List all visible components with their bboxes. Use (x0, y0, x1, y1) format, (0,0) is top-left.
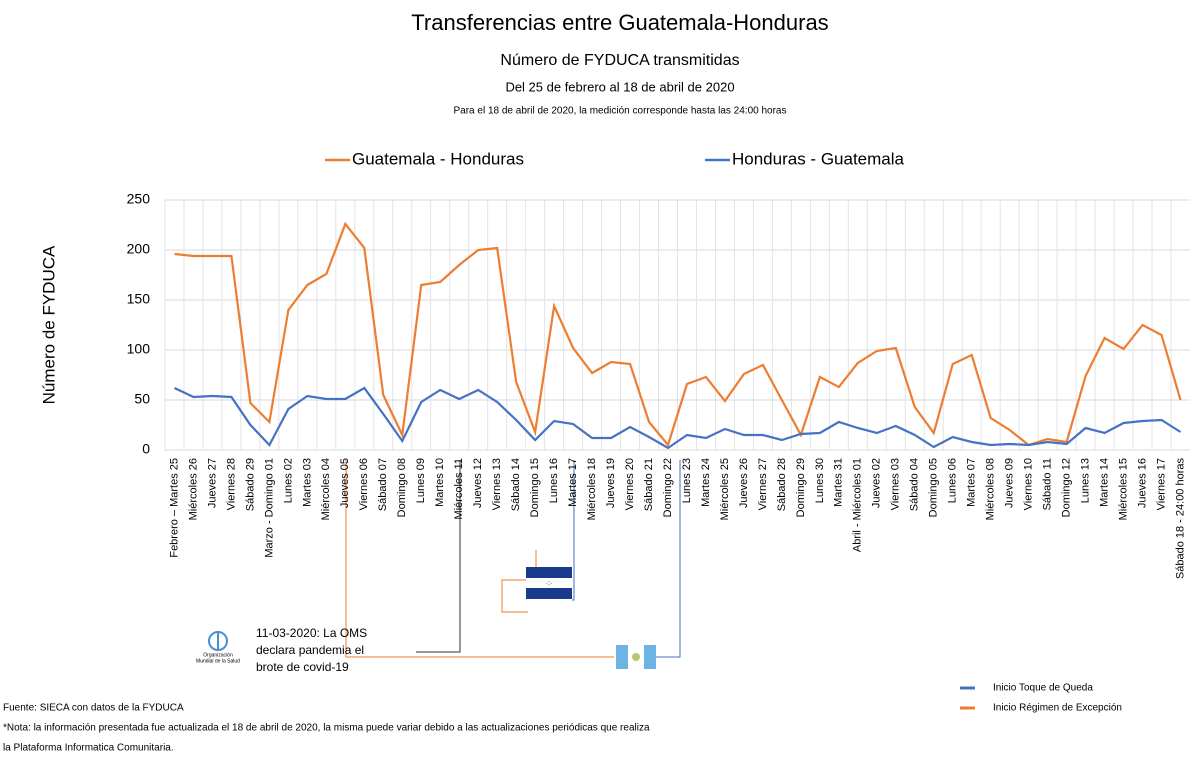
x-tick-label: Marzo - Domingo 01 (263, 458, 275, 558)
y-tick-label: 200 (127, 241, 151, 257)
x-tick-label: Viernes 17 (1155, 458, 1167, 510)
x-tick-label: Lunes 09 (415, 458, 427, 503)
x-tick-label: Miércoles 18 (586, 458, 598, 520)
x-tick-label: Martes 10 (434, 458, 446, 507)
marker-legend-label: Inicio Régimen de Excepción (993, 703, 1122, 714)
annotation: declara pandemia el (256, 643, 364, 657)
x-tick-label: Viernes 10 (1023, 458, 1035, 510)
footer: la Plataforma Informatica Comunitaria. (3, 743, 174, 754)
x-tick-label: Lunes 13 (1080, 458, 1092, 503)
x-tick-label: Sábado 21 (643, 458, 655, 511)
oms-logo-text: Organización (203, 652, 233, 658)
svg-text:·:·: ·:· (546, 580, 553, 587)
legend-label: Honduras - Guatemala (732, 149, 905, 168)
x-tick-label: Sábado 14 (510, 458, 522, 511)
x-tick-label: Viernes 06 (358, 458, 370, 510)
x-tick-label: Domingo 29 (795, 458, 807, 517)
x-tick-label: Lunes 16 (548, 458, 560, 503)
x-tick-label: Lunes 23 (681, 458, 693, 503)
x-tick-label: Domingo 12 (1061, 458, 1073, 517)
y-tick-label: 150 (127, 291, 151, 307)
x-tick-label: Miércoles 25 (719, 458, 731, 520)
y-tick-label: 250 (127, 191, 151, 207)
footer: Fuente: SIECA con datos de la FYDUCA (3, 703, 184, 714)
legend-label: Guatemala - Honduras (352, 149, 524, 168)
x-tick-label: Sábado 29 (244, 458, 256, 511)
x-tick-label: Sábado 04 (909, 458, 921, 511)
series-line (174, 221, 1182, 448)
x-tick-label: Lunes 06 (947, 458, 959, 503)
x-tick-label: Martes 31 (833, 458, 845, 507)
x-tick-label: Sábado 11 (1042, 458, 1054, 510)
x-tick-label: Martes 07 (966, 458, 978, 507)
series-line (174, 386, 1182, 450)
x-tick-label: Sábado 07 (377, 458, 389, 511)
x-tick-label: Jueves 16 (1136, 458, 1148, 508)
x-tick-label: Lunes 02 (282, 458, 294, 503)
x-tick-label: Sábado 28 (776, 458, 788, 511)
x-tick-label: Miércoles 11 (453, 458, 465, 520)
honduras-flag: ·:· (526, 567, 572, 599)
chart-title: Transferencias entre Guatemala-Honduras (411, 10, 828, 35)
x-tick-label: Miércoles 08 (985, 458, 997, 520)
x-tick-label: Martes 14 (1098, 458, 1110, 507)
note-top: Para el 18 de abril de 2020, la medición… (454, 106, 787, 117)
x-tick-label: Jueves 05 (339, 458, 351, 508)
x-tick-label: Jueves 27 (206, 458, 218, 508)
y-tick-label: 50 (134, 391, 150, 407)
x-tick-label: Jueves 02 (871, 458, 883, 508)
y-tick-label: 0 (142, 441, 150, 457)
footer: *Nota: la información presentada fue act… (3, 723, 650, 734)
date-range: Del 25 de febrero al 18 de abril de 2020 (505, 79, 734, 94)
guatemala-flag (616, 645, 656, 669)
x-tick-label: Martes 17 (567, 458, 579, 507)
x-tick-label: Viernes 03 (890, 458, 902, 510)
annotation: 11-03-2020: La OMS (256, 626, 367, 640)
x-tick-label: Jueves 19 (605, 458, 617, 508)
x-tick-label: Lunes 30 (814, 458, 826, 503)
y-tick-label: 100 (127, 341, 151, 357)
x-tick-label: Miércoles 15 (1117, 458, 1129, 520)
marker-legend-label: Inicio Toque de Queda (993, 683, 1093, 694)
oms-logo (208, 631, 228, 651)
x-tick-label: Domingo 22 (662, 458, 674, 517)
x-tick-label: Martes 03 (301, 458, 313, 507)
x-tick-label: Domingo 08 (396, 458, 408, 517)
chart-subtitle: Número de FYDUCA transmitidas (500, 52, 739, 69)
x-tick-label: Abril - Miércoles 01 (852, 458, 864, 552)
y-axis-label: Número de FYDUCA (39, 245, 58, 404)
x-tick-label: Viernes 28 (225, 458, 237, 510)
x-tick-label: Domingo 15 (529, 458, 541, 517)
x-tick-label: Martes 24 (700, 458, 712, 507)
x-tick-label: Febrero – Martes 25 (168, 458, 180, 558)
x-tick-label: Viernes 20 (624, 458, 636, 510)
x-tick-label: Jueves 09 (1004, 458, 1016, 508)
annotation: brote de covid-19 (256, 660, 349, 674)
x-tick-label: Domingo 05 (928, 458, 940, 517)
x-tick-label: Miércoles 26 (187, 458, 199, 520)
x-tick-label: Miércoles 04 (320, 458, 332, 520)
oms-logo-text: Mundial de la Salud (196, 658, 240, 664)
x-tick-label: Jueves 12 (472, 458, 484, 508)
x-tick-label: Viernes 13 (491, 458, 503, 510)
x-tick-label: Jueves 26 (738, 458, 750, 508)
x-tick-label: Viernes 27 (757, 458, 769, 510)
x-tick-label: Sábado 18 - 24:00 horas (1174, 458, 1186, 580)
